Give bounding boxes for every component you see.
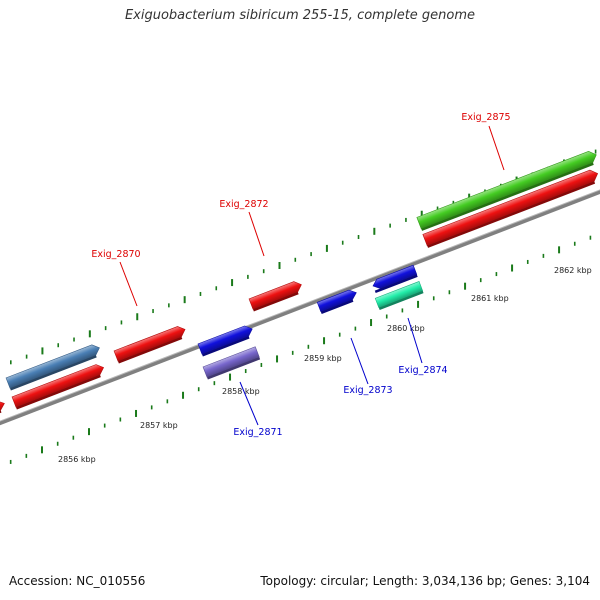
gene-label-exig_2870[interactable]: Exig_2870	[91, 249, 140, 260]
scale-label-2862: 2862 kbp	[554, 266, 592, 275]
genome-backbone	[0, 189, 600, 426]
feature-red-1-shape	[11, 364, 105, 408]
feature-blue-exig-2874[interactable]	[371, 264, 418, 293]
feature-red-exig-2875-shadow	[427, 181, 596, 248]
scale-label-2858: 2858 kbp	[222, 387, 260, 396]
leader-line-exig_2871	[239, 381, 259, 426]
feature-steelblue-shadow	[9, 355, 97, 391]
feature-red-left-edge-shape	[0, 400, 5, 418]
feature-blue-exig-2873-shadow	[320, 299, 354, 314]
feature-blue-exig-2874-shadow	[374, 274, 418, 293]
map-title: Exiguobacterium sibiricum 255-15, comple…	[124, 8, 476, 23]
feature-green-exig-2875[interactable]	[416, 149, 600, 231]
feature-green-exig-2875-shadow	[421, 162, 594, 231]
leader-line-exig_2870	[119, 261, 138, 307]
feature-red-left-edge-shadow	[0, 410, 2, 419]
feature-steelblue[interactable]	[5, 343, 102, 391]
feature-purple-exig-2871-shape	[202, 346, 260, 378]
feature-blue-exig-2871[interactable]	[197, 324, 255, 357]
feature-red-1[interactable]	[11, 362, 106, 410]
feature-aqua-exig-2874-shadow	[378, 290, 424, 310]
feature-red-exig-2872-shadow	[252, 291, 299, 312]
feature-red-exig-2872-shape	[248, 281, 302, 310]
feature-red-exig-2870[interactable]	[113, 324, 188, 364]
feature-blue-exig-2871-shadow	[201, 336, 250, 357]
inner-tick-track	[9, 235, 592, 464]
feature-blue-exig-2874-shape	[372, 264, 418, 289]
scale-label-2856: 2856 kbp	[58, 455, 96, 464]
leader-line-exig_2872	[248, 211, 265, 257]
feature-purple-exig-2871[interactable]	[202, 346, 261, 380]
feature-steelblue-shape	[5, 344, 100, 389]
leader-line-exig_2873	[350, 337, 369, 385]
scale-label-2859: 2859 kbp	[304, 354, 342, 363]
feature-red-left-edge[interactable]	[0, 399, 7, 419]
gene-label-exig_2873[interactable]: Exig_2873	[343, 385, 392, 396]
feature-red-exig-2875[interactable]	[422, 168, 600, 248]
feature-purple-exig-2871-shadow	[206, 357, 261, 380]
feature-blue-exig-2873-shape	[316, 289, 357, 313]
gene-label-exig_2872[interactable]: Exig_2872	[219, 199, 268, 210]
scale-label-2860: 2860 kbp	[387, 324, 425, 333]
feature-aqua-exig-2874[interactable]	[374, 281, 424, 310]
feature-red-exig-2870-shadow	[117, 336, 183, 364]
feature-red-exig-2875-shape	[422, 169, 599, 246]
scale-label-2857: 2857 kbp	[140, 421, 178, 430]
genome-summary-text: Topology: circular; Length: 3,034,136 bp…	[260, 574, 590, 588]
feature-blue-exig-2871-shape	[197, 325, 253, 355]
gene-label-exig_2874[interactable]: Exig_2874	[398, 365, 447, 376]
leader-line-exig_2875	[488, 125, 505, 171]
feature-green-exig-2875-shape	[416, 150, 597, 229]
feature-blue-exig-2873[interactable]	[316, 288, 359, 314]
gene-label-exig_2871[interactable]: Exig_2871	[233, 427, 282, 438]
feature-red-exig-2870-shape	[113, 326, 186, 362]
accession-text: Accession: NC_010556	[9, 574, 146, 588]
genome-backbone-highlight	[0, 189, 600, 422]
scale-label-2861: 2861 kbp	[471, 294, 509, 303]
gene-label-exig_2875[interactable]: Exig_2875	[461, 112, 510, 123]
feature-red-exig-2872[interactable]	[248, 279, 304, 312]
leader-line-exig_2874	[407, 317, 423, 364]
feature-red-1-shadow	[15, 374, 101, 410]
